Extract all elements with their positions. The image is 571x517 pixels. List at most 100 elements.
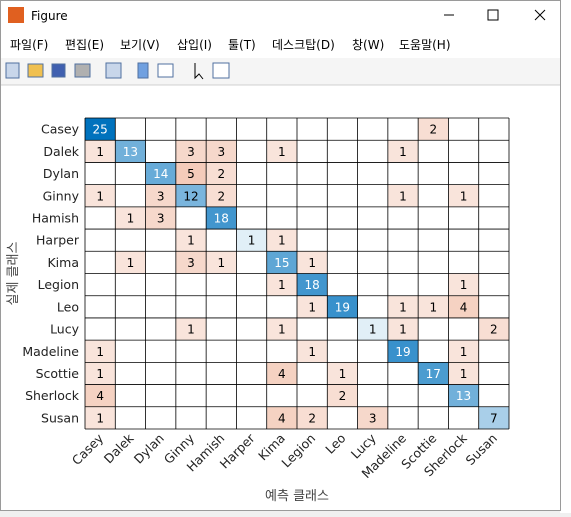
y-tick-label: Ginny [43, 188, 80, 203]
cell-label: 3 [187, 256, 195, 270]
tool-property[interactable] [212, 62, 230, 79]
cell-label: 1 [187, 323, 195, 337]
cell [266, 140, 297, 163]
cell [115, 140, 146, 163]
cell [85, 184, 116, 207]
cell-label: 2 [308, 411, 316, 425]
menu-item[interactable]: 편집(E) [65, 38, 104, 52]
cell [85, 384, 116, 407]
cell-label: 1 [278, 323, 286, 337]
menu-item[interactable]: 데스크탑(D) [272, 38, 335, 52]
cell [297, 406, 328, 429]
cell [448, 184, 479, 207]
cell-label: 1 [96, 411, 104, 425]
tool-link[interactable] [105, 62, 122, 79]
cell [418, 362, 449, 385]
cell-label: 1 [217, 256, 225, 270]
cell-label: 4 [278, 367, 286, 381]
cell [327, 362, 358, 385]
cell-label: 1 [399, 145, 407, 159]
cell [236, 229, 267, 252]
cell-label: 3 [217, 145, 225, 159]
cell-label: 19 [335, 300, 350, 314]
cell [145, 206, 176, 230]
cell-label: 15 [274, 256, 289, 270]
cell-label: 3 [157, 189, 165, 203]
y-tick-label: Dylan [43, 166, 79, 181]
cell-label: 1 [339, 367, 347, 381]
cell [175, 229, 207, 252]
cell-label: 5 [187, 167, 195, 181]
menu-item[interactable]: 보기(V) [120, 38, 160, 52]
tool-save[interactable] [51, 63, 66, 78]
cell [85, 362, 116, 385]
tool-pointer[interactable] [194, 63, 204, 80]
cell [478, 406, 509, 429]
cell-label: 12 [183, 189, 198, 203]
app-icon [8, 7, 24, 23]
tool-new[interactable] [5, 62, 20, 79]
menu-item[interactable]: 도움말(H) [399, 38, 451, 52]
cell [266, 406, 297, 429]
cell [266, 273, 297, 296]
cell-label: 2 [490, 323, 498, 337]
cell-label: 1 [308, 256, 316, 270]
cell-label: 2 [217, 189, 225, 203]
cell-label: 13 [456, 389, 471, 403]
cell-label: 4 [460, 300, 468, 314]
background-app [560, 0, 571, 513]
cell-label: 18 [305, 278, 320, 292]
y-tick-label: Susan [41, 410, 79, 425]
cell [297, 340, 328, 363]
x-axis-label: 예측 클래스 [265, 489, 329, 504]
cell [297, 295, 328, 318]
cell [266, 362, 297, 385]
cell [175, 184, 207, 207]
cell-label: 1 [127, 256, 135, 270]
cell-label: 1 [399, 300, 407, 314]
tool-print[interactable] [74, 63, 91, 78]
y-tick-label: Dalek [43, 144, 79, 159]
y-tick-label: Casey [41, 122, 80, 137]
cell [297, 251, 328, 274]
cell [387, 184, 419, 207]
cell [448, 295, 479, 318]
cell-label: 1 [96, 145, 104, 159]
cell-label: 25 [93, 123, 108, 137]
cell [327, 295, 358, 318]
cell-label: 1 [278, 278, 286, 292]
menu-item[interactable]: 툴(T) [228, 38, 256, 52]
y-axis-label: 실제 클래스 [6, 241, 21, 305]
menu-bar [1, 32, 560, 58]
cell [327, 384, 358, 407]
cell [175, 140, 207, 163]
cell-label: 4 [96, 389, 104, 403]
y-tick-label: Harper [36, 233, 80, 248]
cell-label: 1 [96, 345, 104, 359]
cell-label: 3 [187, 145, 195, 159]
y-tick-label: Scottie [36, 366, 80, 381]
cell-label: 1 [460, 278, 468, 292]
menu-item[interactable]: 파일(F) [10, 38, 48, 52]
tool-colorbar[interactable] [137, 62, 149, 79]
cell-label: 2 [339, 389, 347, 403]
cell [206, 140, 237, 163]
tool-open[interactable] [27, 63, 44, 78]
cell-label: 1 [429, 300, 437, 314]
cell [448, 362, 479, 385]
menu-item[interactable]: 창(W) [352, 38, 384, 52]
cell-label: 19 [395, 345, 410, 359]
cell-label: 18 [214, 211, 229, 225]
cell-label: 1 [96, 367, 104, 381]
menu-item[interactable]: 삽입(I) [177, 38, 212, 52]
close-button[interactable] [534, 9, 546, 21]
cell-label: 4 [278, 411, 286, 425]
window-title: Figure [31, 9, 68, 23]
cell-label: 1 [187, 234, 195, 248]
cell [175, 317, 207, 341]
cell [387, 317, 419, 341]
cell-label: 1 [399, 189, 407, 203]
tool-legend[interactable] [157, 63, 174, 78]
maximize-button[interactable] [487, 9, 499, 21]
